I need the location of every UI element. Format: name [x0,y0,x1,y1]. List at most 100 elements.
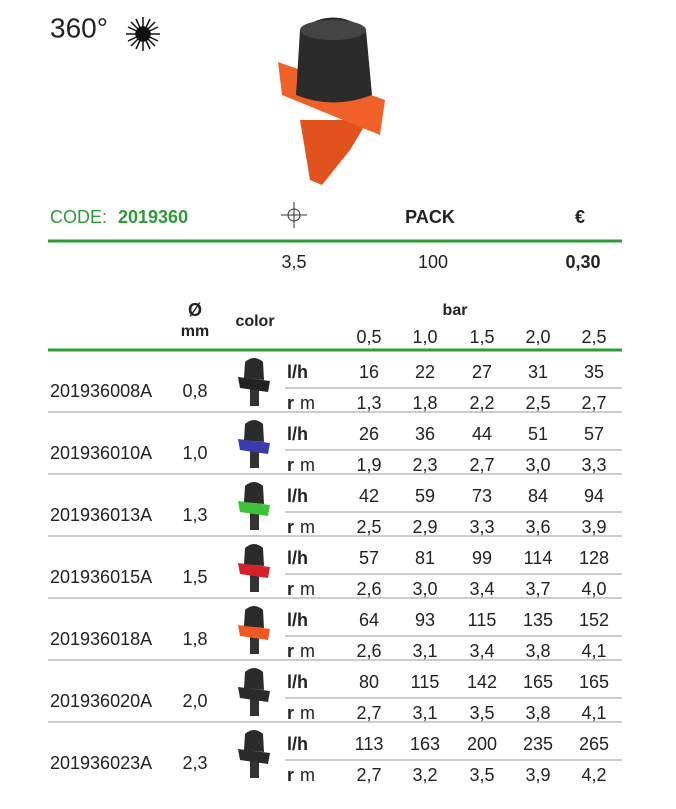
radius-value: 3,5 [469,765,494,785]
radius-value: 2,9 [412,517,437,537]
radius-value: 2,5 [525,393,550,413]
pack-value: 100 [418,252,448,272]
flow-value: 73 [472,486,492,506]
radius-value: 4,1 [581,703,606,723]
product-image [278,17,385,185]
pressure: 1,0 [412,327,437,347]
diameter: 1,0 [182,443,207,463]
radius-unit: m [300,517,315,537]
nozzle-cap [244,606,264,628]
radius-value: 1,3 [356,393,381,413]
flow-unit: l/h [287,486,308,506]
nozzle-wings [238,749,270,764]
radius-unit: m [300,703,315,723]
flow-unit: l/h [287,548,308,568]
nozzle-cap [244,420,264,442]
radius-value: 2,3 [412,455,437,475]
radius-value: 3,8 [525,641,550,661]
radius-value: 2,7 [581,393,606,413]
diameter-label: Ø [188,300,202,320]
product-code: 201936013A [50,505,152,525]
flow-value: 22 [415,362,435,382]
pressure: 1,5 [469,327,494,347]
nozzle-wings [238,687,270,702]
product-code: 201936023A [50,753,152,773]
radius-value: 2,7 [356,703,381,723]
diameter-unit: mm [181,323,209,340]
flow-unit: l/h [287,610,308,630]
flow-value: 16 [359,362,379,382]
flow-value: 36 [415,424,435,444]
product-code: 201936018A [50,629,152,649]
radius-value: 4,2 [581,765,606,785]
radius-label: r [287,703,294,723]
price-value: 0,30 [565,252,600,272]
radius-value: 2,5 [356,517,381,537]
spray-value: 3,5 [281,252,306,272]
radius-value: 2,7 [356,765,381,785]
nozzle-stem [250,756,259,778]
flow-value: 26 [359,424,379,444]
nozzle-cap [244,668,264,690]
nozzle-wings [238,439,270,454]
radius-value: 3,2 [412,765,437,785]
radius-value: 3,1 [412,703,437,723]
nozzle-stem [250,694,259,716]
pressure: 2,0 [525,327,550,347]
radius-value: 3,4 [469,579,494,599]
radius-value: 3,0 [412,579,437,599]
sun-icon [126,17,160,51]
radius-value: 3,3 [469,517,494,537]
flow-value: 99 [472,548,492,568]
flow-value: 59 [415,486,435,506]
product-code: 201936020A [50,691,152,711]
flow-value: 84 [528,486,548,506]
radius-value: 2,6 [356,641,381,661]
nozzle-wings [238,625,270,640]
radius-unit: m [300,455,315,475]
nozzle-wings [238,501,270,516]
flow-value: 94 [584,486,604,506]
radius-value: 3,4 [469,641,494,661]
radius-label: r [287,579,294,599]
radius-value: 3,9 [581,517,606,537]
flow-value: 93 [415,610,435,630]
radius-value: 3,1 [412,641,437,661]
radius-value: 1,8 [412,393,437,413]
radius-value: 3,5 [469,703,494,723]
flow-value: 142 [467,672,497,692]
flow-value: 44 [472,424,492,444]
radius-unit: m [300,765,315,785]
radius-value: 3,0 [525,455,550,475]
flow-value: 165 [579,672,609,692]
radius-value: 2,7 [469,455,494,475]
product-code: 201936015A [50,567,152,587]
radius-value: 4,1 [581,641,606,661]
crosshair-icon [281,202,307,228]
flow-value: 57 [584,424,604,444]
flow-value: 81 [415,548,435,568]
code-label: CODE: [50,207,107,227]
diameter: 2,0 [182,691,207,711]
radius-unit: m [300,641,315,661]
color-label: color [235,313,274,330]
flow-value: 27 [472,362,492,382]
pressure: 0,5 [356,327,381,347]
pack-label: PACK [405,207,455,227]
flow-value: 165 [523,672,553,692]
radius-unit: m [300,393,315,413]
flow-value: 152 [579,610,609,630]
flow-unit: l/h [287,362,308,382]
code-value: 2019360 [118,207,188,227]
diameter: 2,3 [182,753,207,773]
product-code: 201936010A [50,443,152,463]
flow-value: 163 [410,734,440,754]
radius-label: r [287,455,294,475]
flow-value: 115 [411,672,440,692]
radius-value: 3,6 [525,517,550,537]
diameter: 1,5 [182,567,207,587]
radius-label: r [287,641,294,661]
flow-value: 135 [523,610,553,630]
price-label: € [575,207,585,227]
radius-unit: m [300,579,315,599]
